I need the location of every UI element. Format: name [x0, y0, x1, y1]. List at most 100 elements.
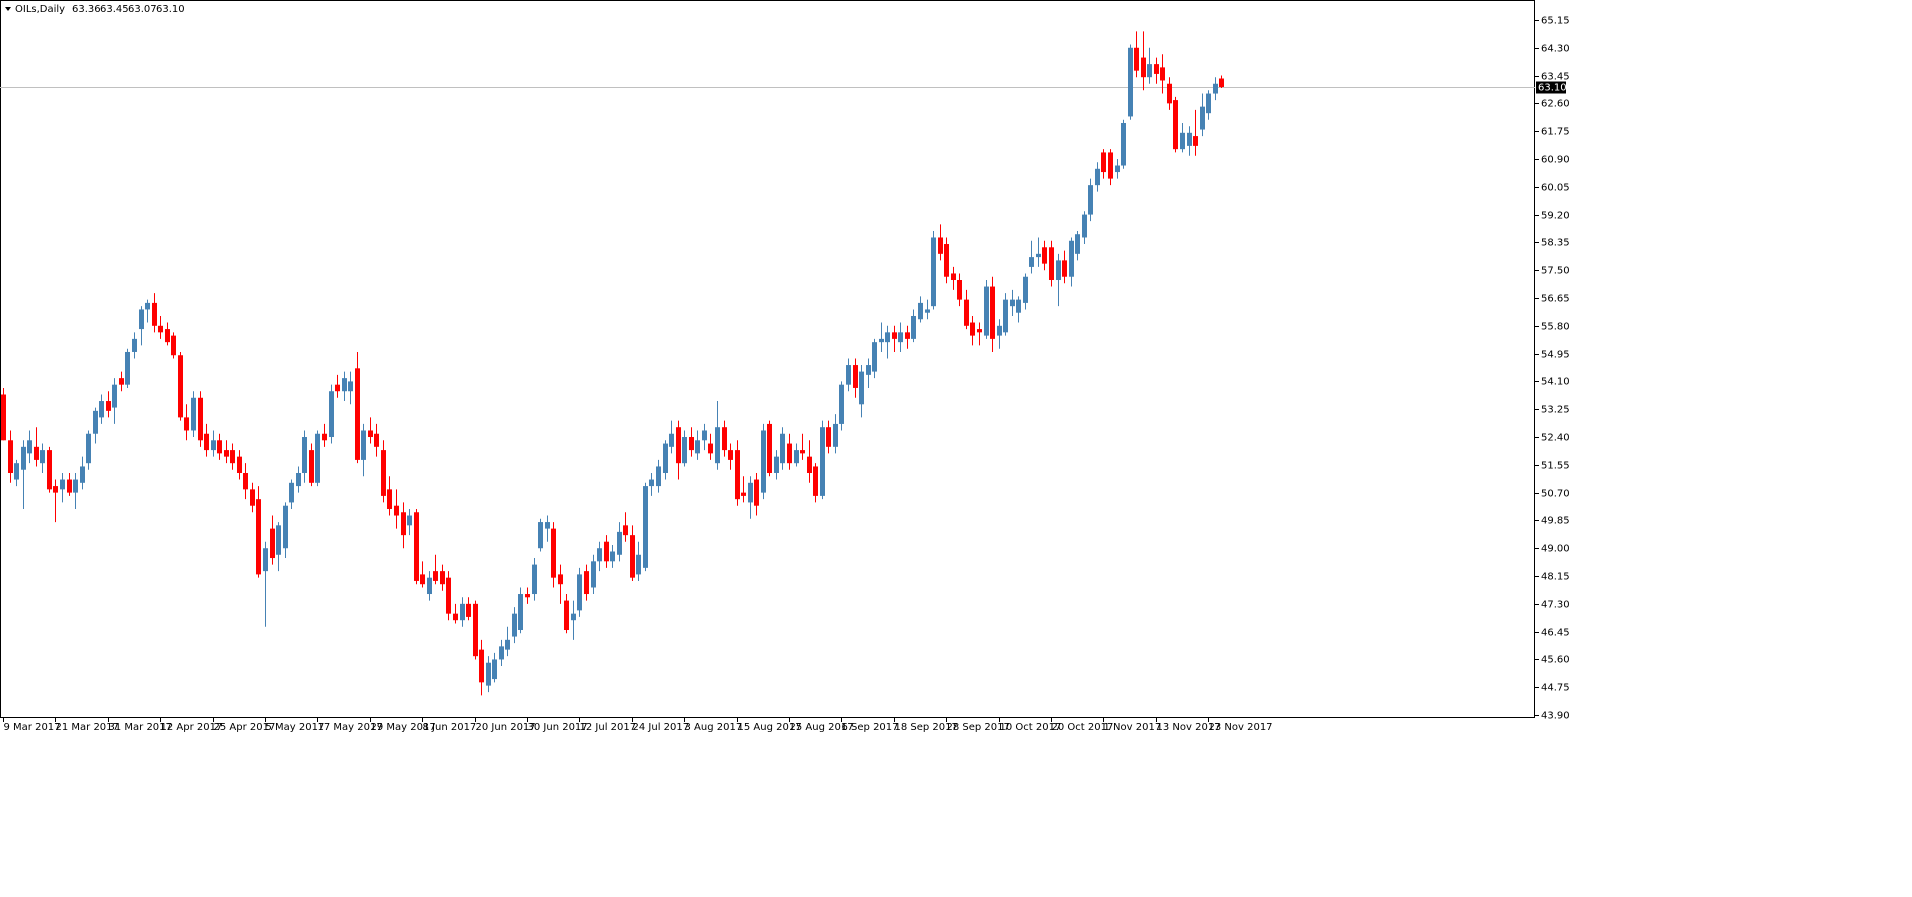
candle-body: [663, 443, 668, 473]
y-tick-label: 61.75: [1541, 127, 1570, 138]
candle-body: [184, 417, 189, 431]
candle-body: [532, 564, 537, 595]
candle-body: [342, 378, 347, 392]
candle-body: [925, 309, 930, 313]
candle-body: [1088, 185, 1093, 215]
candle-body: [1042, 247, 1047, 264]
candle-body: [649, 479, 654, 487]
candle-body: [754, 479, 759, 506]
candle-body: [401, 512, 406, 536]
candle-body: [14, 463, 19, 480]
candle-body: [355, 368, 360, 460]
menu-arrow: [5, 7, 11, 11]
candle-body: [715, 427, 720, 464]
candle-body: [309, 450, 314, 483]
header-low: 63.07: [128, 4, 157, 15]
candle-body: [813, 466, 818, 496]
candle-body: [1200, 106, 1205, 130]
candle-body: [486, 662, 491, 686]
candle-body: [944, 244, 949, 277]
candle-body: [564, 600, 569, 631]
y-tick-label: 49.00: [1541, 544, 1570, 555]
candle-body: [1187, 132, 1192, 146]
x-tick-label: 30 Jun 2017: [528, 722, 588, 733]
candle-body: [125, 351, 130, 385]
candle-body: [722, 427, 727, 451]
candle-body: [1010, 299, 1015, 307]
candle-body: [748, 482, 753, 503]
candle-body: [990, 286, 995, 339]
y-tick-label: 51.55: [1541, 461, 1570, 472]
candle-body: [263, 548, 268, 572]
candle-body: [577, 574, 582, 611]
y-tick-label: 65.15: [1541, 16, 1570, 27]
candle-body: [21, 446, 26, 470]
candle-body: [879, 338, 884, 343]
x-tick-label: 25 Aug 2017: [790, 722, 854, 733]
candle-body: [27, 440, 32, 454]
x-tick-label: 8 Jun 2017: [423, 722, 477, 733]
candle-body: [433, 571, 438, 581]
candle-body: [1173, 100, 1178, 150]
x-tick-label: 20 Jun 2017: [476, 722, 536, 733]
candle-body: [1141, 57, 1146, 78]
y-tick-label: 48.15: [1541, 572, 1570, 583]
y-tick-label: 63.45: [1541, 72, 1570, 83]
x-tick-label: 23 Nov 2017: [1209, 722, 1273, 733]
candle-body: [335, 384, 340, 392]
candle-body: [938, 237, 943, 254]
y-tick-label: 55.80: [1541, 322, 1570, 333]
candle-body: [1206, 93, 1211, 114]
candle-body: [584, 571, 589, 595]
y-tick-label: 50.70: [1541, 489, 1570, 500]
candle-body: [918, 302, 923, 320]
candle-body: [407, 515, 412, 526]
x-tick-label: 10 Oct 2017: [1000, 722, 1062, 733]
candle-body: [833, 423, 838, 447]
chart-title: OILs,Daily: [15, 4, 65, 15]
candle-body: [951, 273, 956, 281]
candle-body: [204, 433, 209, 451]
candle-body: [669, 433, 674, 447]
y-tick-label: 62.60: [1541, 99, 1570, 110]
y-tick-label: 54.10: [1541, 377, 1570, 388]
candle-body: [1101, 152, 1106, 173]
x-tick-label: 17 May 2017: [318, 722, 383, 733]
x-tick-label: 24 Jul 2017: [633, 722, 690, 733]
candle-body: [99, 401, 104, 418]
y-tick-label: 60.05: [1541, 183, 1570, 194]
candle-body: [322, 433, 327, 441]
candle-body: [165, 329, 170, 343]
candle-body: [964, 299, 969, 326]
y-tick-label: 57.50: [1541, 266, 1570, 277]
candle-body: [276, 525, 281, 555]
candle-body: [250, 489, 255, 506]
candle-body: [1075, 234, 1080, 254]
candle-body: [780, 433, 785, 464]
candle-body: [892, 332, 897, 339]
candle-body: [846, 365, 851, 385]
x-tick-label: 12 Jul 2017: [580, 722, 637, 733]
y-tick-label: 58.35: [1541, 238, 1570, 249]
current-price-label: 63.10: [1538, 83, 1567, 94]
candle-body: [499, 646, 504, 660]
x-tick-label: 1 Nov 2017: [1104, 722, 1162, 733]
candle-body: [440, 571, 445, 585]
candle-body: [1056, 260, 1061, 281]
candle-body: [492, 659, 497, 680]
candle-body: [374, 433, 379, 447]
candle-body: [1082, 214, 1087, 238]
candle-body: [1108, 152, 1113, 179]
candle-body: [767, 423, 772, 473]
candle-body: [728, 450, 733, 460]
x-tick-label: 18 Sep 2017: [895, 722, 958, 733]
y-tick-label: 54.95: [1541, 350, 1570, 361]
candle-body: [315, 433, 320, 483]
y-tick-label: 56.65: [1541, 294, 1570, 305]
candle-body: [591, 561, 596, 588]
candle-body: [460, 603, 465, 621]
header-close: 63.10: [156, 4, 185, 15]
candle-body: [387, 489, 392, 509]
x-tick-label: 28 Sep 2017: [947, 722, 1010, 733]
candle-body: [1121, 122, 1126, 166]
